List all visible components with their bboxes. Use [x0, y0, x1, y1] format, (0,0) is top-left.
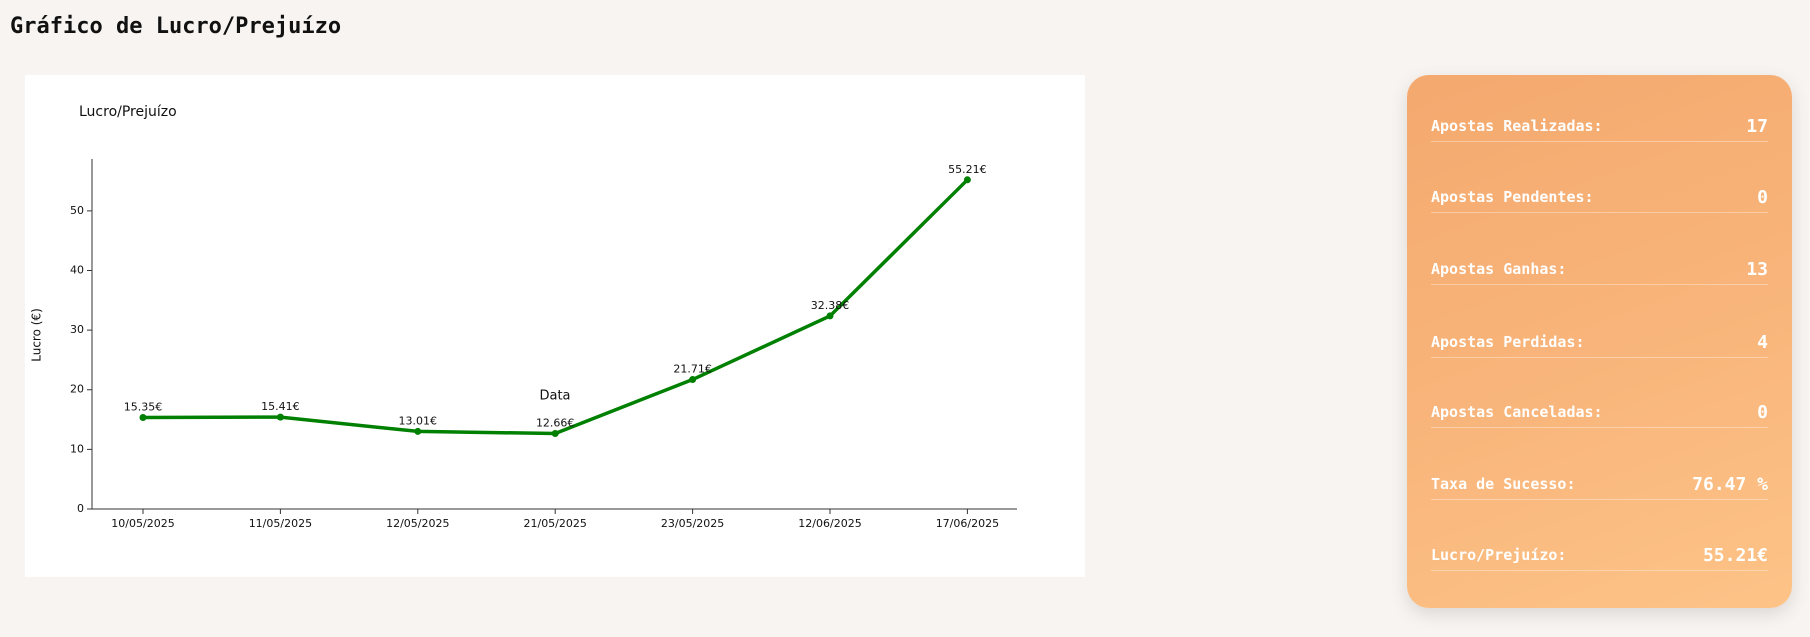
- stat-label: Taxa de Sucesso:: [1431, 475, 1576, 493]
- x-tick-label: 11/05/2025: [249, 517, 312, 530]
- stat-value: 13: [1746, 258, 1768, 280]
- value-label: 55.21€: [948, 163, 987, 176]
- value-label: 15.41€: [261, 400, 300, 413]
- stat-value: 76.47 %: [1692, 473, 1768, 495]
- x-tick-label: 21/05/2025: [523, 517, 586, 530]
- stat-label: Apostas Realizadas:: [1431, 117, 1603, 135]
- y-tick-label: 30: [70, 323, 84, 336]
- stat-label: Lucro/Prejuízo:: [1431, 546, 1567, 564]
- data-point: [139, 413, 147, 421]
- y-axis-title: Lucro (€): [30, 308, 44, 362]
- data-point: [276, 413, 284, 421]
- data-point: [963, 176, 971, 184]
- stat-row: Apostas Perdidas: 4: [1431, 327, 1768, 358]
- stat-row: Taxa de Sucesso: 76.47 %: [1431, 469, 1768, 500]
- y-tick-label: 40: [70, 263, 84, 276]
- data-point: [689, 376, 697, 384]
- value-label: 12.66€: [536, 417, 575, 430]
- y-tick-label: 50: [70, 204, 84, 217]
- chart-card: Lucro/Prejuízo Data Lucro (€) 0 10 20 30 40 5…: [25, 75, 1085, 577]
- stat-row: Apostas Canceladas: 0: [1431, 397, 1768, 428]
- x-tick-label: 23/05/2025: [661, 517, 724, 530]
- stat-row: Apostas Realizadas: 17: [1431, 111, 1768, 142]
- x-tick-label: 10/05/2025: [111, 517, 174, 530]
- stat-label: Apostas Perdidas:: [1431, 333, 1585, 351]
- x-tick-label: 12/06/2025: [798, 517, 861, 530]
- value-label: 13.01€: [399, 414, 438, 427]
- data-point: [826, 312, 834, 320]
- value-label: 21.71€: [673, 363, 712, 376]
- x-tick-label: 12/05/2025: [386, 517, 449, 530]
- data-point: [551, 430, 559, 438]
- stat-value: 4: [1757, 331, 1768, 353]
- data-point: [414, 427, 422, 435]
- stats-card: Apostas Realizadas: 17 Apostas Pendentes: 0…: [1407, 75, 1792, 608]
- stat-row: Apostas Pendentes: 0: [1431, 182, 1768, 213]
- x-tick-label: 17/06/2025: [936, 517, 999, 530]
- x-axis-title: Data: [539, 389, 570, 404]
- stat-label: Apostas Canceladas:: [1431, 403, 1603, 421]
- y-tick-label: 10: [70, 442, 84, 455]
- value-label: 32.38€: [811, 299, 850, 312]
- stat-label: Apostas Ganhas:: [1431, 260, 1567, 278]
- chart-title: Lucro/Prejuízo: [79, 104, 177, 120]
- stat-row: Lucro/Prejuízo: 55.21€: [1431, 540, 1768, 571]
- chart: Lucro/Prejuízo Data Lucro (€) 0 10 20 30 40 5…: [30, 104, 1017, 530]
- stat-value: 17: [1746, 115, 1768, 137]
- y-tick-label: 20: [70, 383, 84, 396]
- page-title: Gráfico de Lucro/Prejuízo: [10, 14, 342, 39]
- y-tick-label: 0: [77, 502, 84, 515]
- stat-value: 0: [1757, 401, 1768, 423]
- value-label: 15.35€: [124, 400, 163, 413]
- stat-row: Apostas Ganhas: 13: [1431, 254, 1768, 285]
- stat-label: Apostas Pendentes:: [1431, 188, 1594, 206]
- stat-value: 0: [1757, 186, 1768, 208]
- stat-value: 55.21€: [1702, 544, 1768, 566]
